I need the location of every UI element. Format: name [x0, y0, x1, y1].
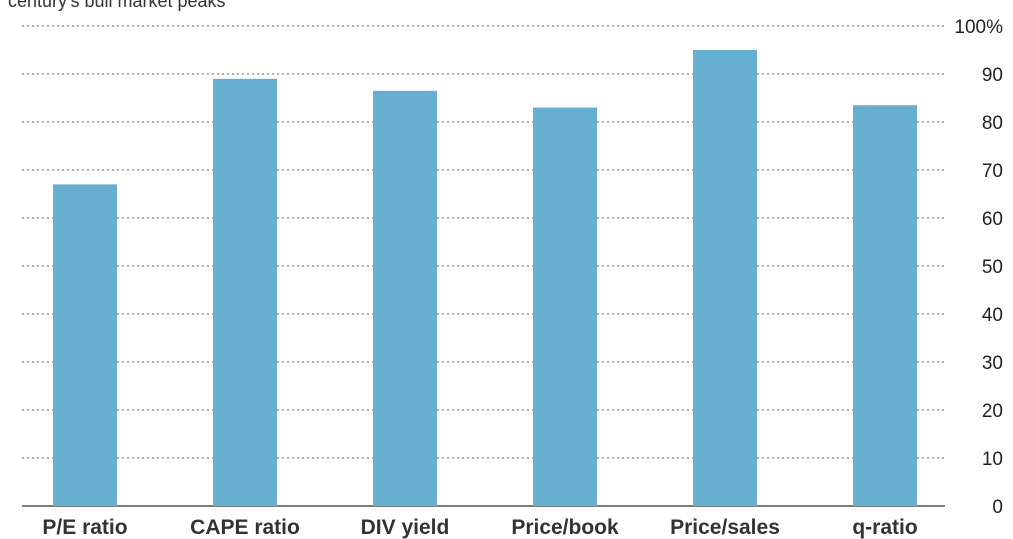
y-tick-label-50: 50 [982, 257, 1003, 278]
y-axis-ticks: 0 10 20 30 40 50 60 70 80 90 100% [954, 17, 1003, 518]
chart-subtitle: century's bull market peaks [8, 0, 226, 11]
bar-div-yield [373, 90, 437, 507]
x-category-label: Price/sales [670, 516, 780, 539]
x-category-label: Price/book [511, 516, 619, 539]
y-tick-label-10: 10 [982, 449, 1003, 470]
bar-p-e-ratio [53, 184, 117, 506]
y-tick-label-40: 40 [982, 305, 1003, 326]
x-category-label: P/E ratio [42, 516, 127, 539]
x-axis-labels: P/E ratio CAPE ratio DIV yield Price/book Pr… [42, 516, 917, 539]
x-category-label: CAPE ratio [190, 516, 300, 539]
y-tick-label-0: 0 [992, 497, 1003, 518]
x-category-label: DIV yield [361, 516, 450, 539]
y-tick-label-60: 60 [982, 209, 1003, 230]
grid [22, 25, 945, 507]
bar-q-ratio [853, 105, 917, 506]
y-tick-label-80: 80 [982, 113, 1003, 134]
y-tick-label-100: 100% [954, 17, 1003, 38]
y-tick-label-70: 70 [982, 161, 1003, 182]
bars [53, 50, 917, 507]
bar-cape-ratio [213, 78, 277, 507]
y-tick-label-20: 20 [982, 401, 1003, 422]
x-category-label: q-ratio [852, 516, 917, 539]
bar-price-book [533, 107, 597, 506]
bar-price-sales [693, 50, 757, 506]
y-tick-label-30: 30 [982, 353, 1003, 374]
y-tick-label-90: 90 [982, 65, 1003, 86]
